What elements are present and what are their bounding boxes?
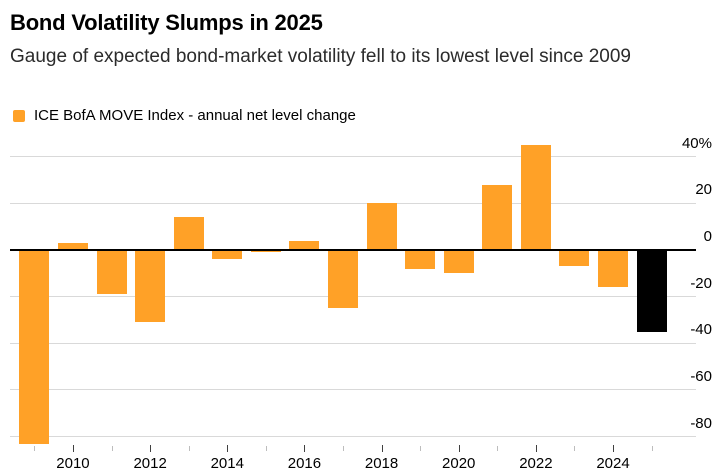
bar-2011	[96, 250, 127, 295]
x-axis-label: 2010	[56, 455, 90, 472]
y-axis-label: 20	[695, 181, 712, 199]
gridline--60	[10, 389, 696, 391]
gridline--40	[10, 342, 696, 344]
x-tick-2024	[613, 445, 615, 452]
x-tick-2021	[497, 446, 499, 451]
x-axis-label: 2022	[519, 455, 553, 472]
y-axis-label: 40%	[681, 134, 712, 152]
bar-2009	[19, 250, 50, 444]
x-tick-2017	[343, 446, 344, 451]
x-tick-2013	[188, 446, 190, 451]
legend-swatch-icon	[13, 109, 25, 122]
x-axis-label: 2018	[364, 455, 399, 472]
x-tick-2012	[150, 445, 152, 452]
x-tick-2020	[458, 445, 460, 452]
bar-2016	[289, 240, 320, 250]
chart-subtitle: Gauge of expected bond-market volatility…	[10, 46, 631, 67]
y-axis-label: -60	[690, 367, 712, 385]
x-tick-2016	[304, 445, 306, 452]
bar-2019	[405, 250, 436, 269]
legend-label: ICE BofA MOVE Index - annual net level c…	[34, 107, 356, 124]
bar-2023	[559, 250, 590, 267]
x-axis-label: 2020	[442, 455, 476, 472]
y-axis-label: -80	[690, 414, 712, 432]
x-tick-2018	[381, 445, 383, 452]
gridline-20	[10, 202, 696, 204]
x-tick-2019	[420, 446, 422, 451]
x-tick-2022	[535, 445, 537, 452]
bar-2015	[250, 250, 281, 253]
x-tick-2009	[34, 446, 36, 451]
bar-2017	[328, 250, 358, 309]
x-tick-2025	[651, 446, 653, 451]
zero-axis-line	[10, 249, 696, 251]
y-axis-label: 0	[703, 228, 712, 245]
x-tick-2010	[72, 445, 74, 452]
y-axis-label: -20	[690, 274, 712, 292]
bar-2010	[57, 243, 88, 250]
gridline-40	[10, 156, 696, 158]
bar-2021	[482, 184, 513, 250]
bar-2024	[598, 250, 629, 288]
x-axis-label: 2012	[133, 455, 167, 472]
x-tick-2011	[111, 446, 113, 451]
bar-2020	[443, 250, 474, 274]
chart-title: Bond Volatility Slumps in 2025	[10, 10, 323, 35]
bar-2013	[173, 217, 204, 250]
x-tick-2023	[574, 446, 576, 451]
x-axis-label: 2024	[596, 455, 630, 472]
x-tick-2014	[227, 445, 229, 452]
bar-2012	[135, 250, 166, 323]
bar-2018	[366, 203, 397, 250]
gridline--80	[10, 436, 696, 438]
legend: ICE BofA MOVE Index - annual net level c…	[13, 107, 356, 124]
y-axis-label: -40	[690, 321, 712, 339]
x-axis-label: 2014	[210, 455, 244, 472]
x-tick-2015	[265, 446, 267, 451]
bar-2025	[636, 250, 667, 332]
bar-2014	[212, 250, 243, 260]
x-axis-label: 2016	[287, 455, 322, 472]
bar-2022	[520, 145, 551, 250]
